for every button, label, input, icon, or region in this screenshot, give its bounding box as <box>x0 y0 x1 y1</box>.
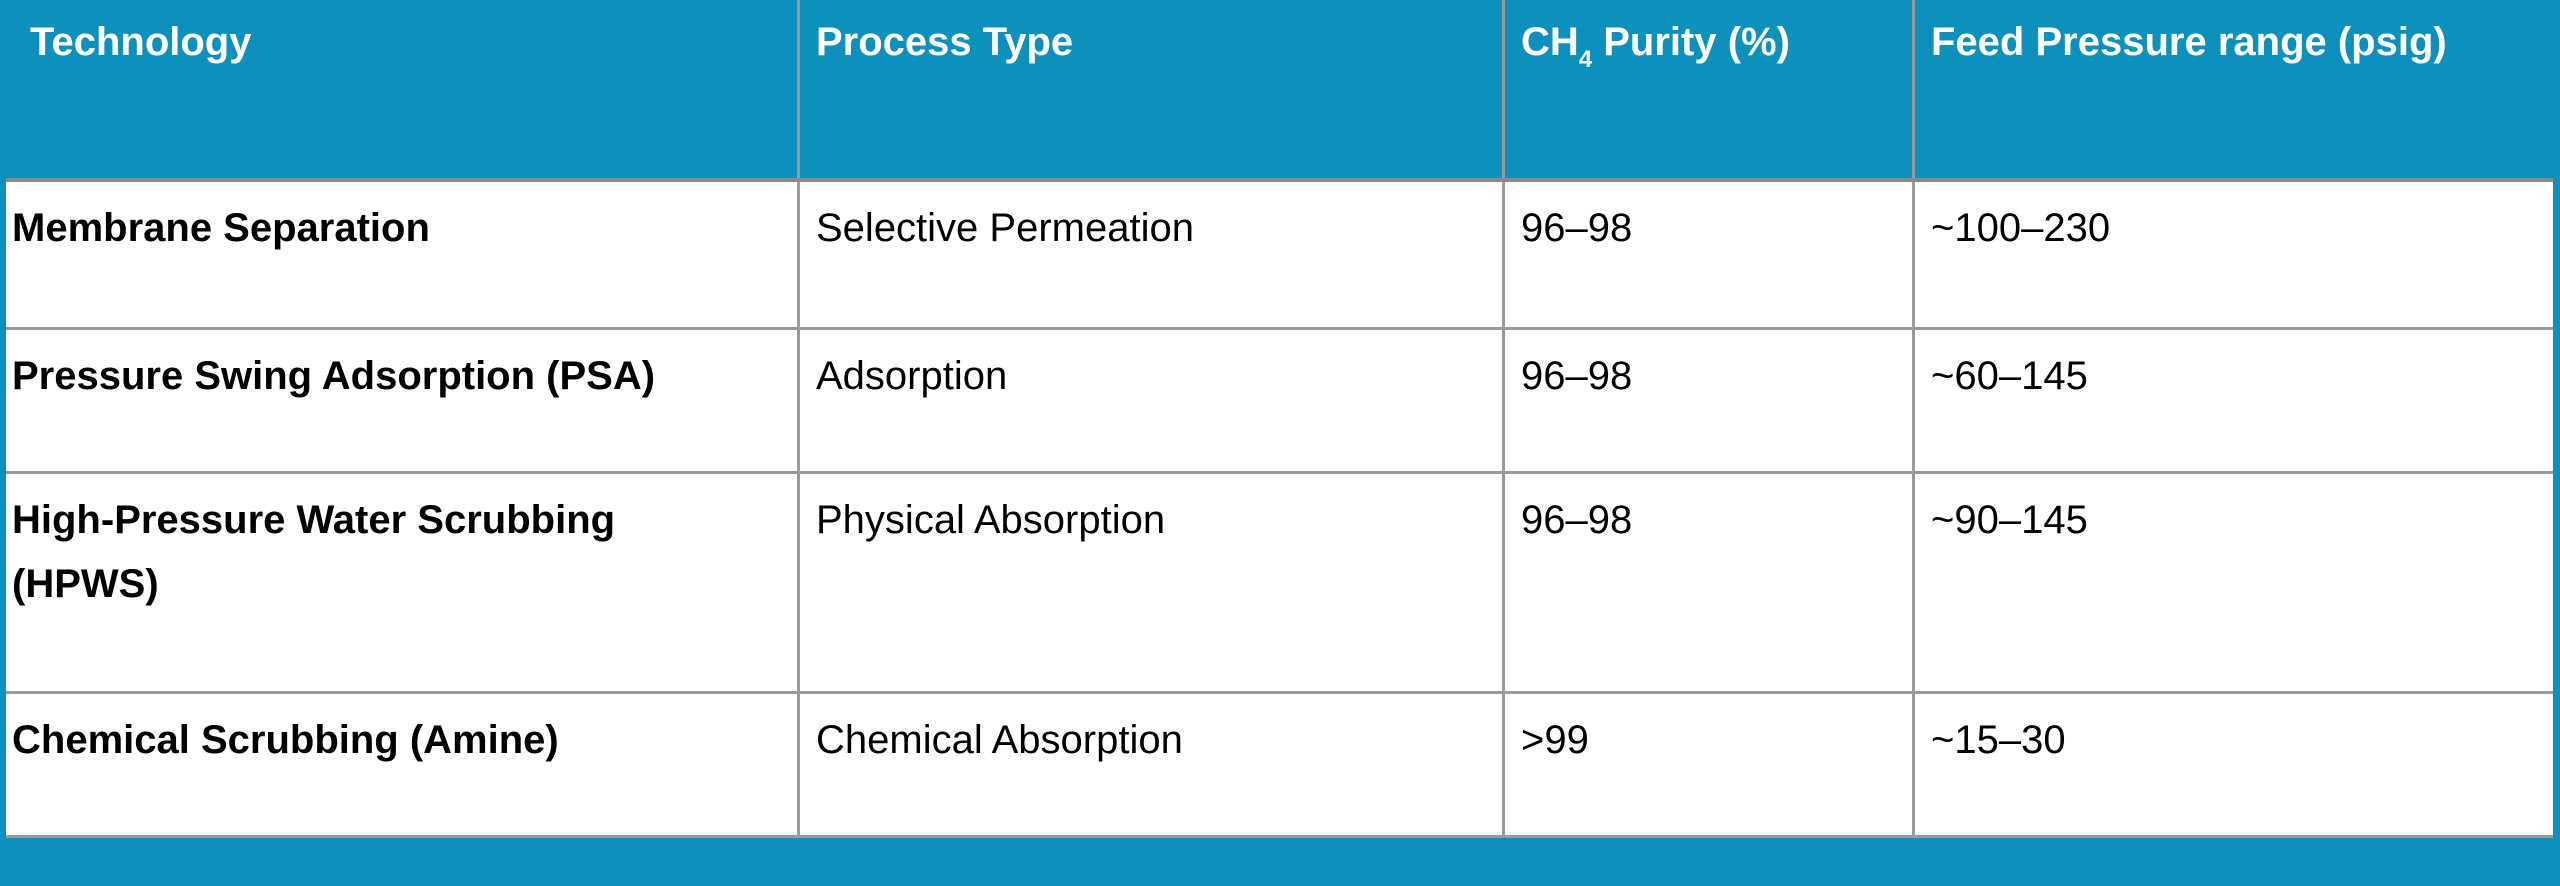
header-technology-label: Technology <box>30 20 252 64</box>
cell-ch4-purity: 96–98 <box>1505 474 1915 691</box>
cell-process-type: Adsorption <box>800 330 1505 471</box>
table-row: Membrane Separation Selective Permeation… <box>6 182 2553 330</box>
table-row: Chemical Scrubbing (Amine) Chemical Abso… <box>6 694 2553 838</box>
cell-feed-pressure: ~15–30 <box>1931 718 2066 762</box>
header-feed-pressure-label: Feed Pressure range (psig) <box>1931 20 2447 64</box>
cell-feed-pressure: ~90–145 <box>1931 498 2088 542</box>
cell-technology: Membrane Separation <box>6 182 800 327</box>
table-header-row: Technology Process Type CH4 Purity (%) F… <box>6 0 2553 182</box>
header-ch4-purity: CH4 Purity (%) <box>1505 0 1915 178</box>
cell-process-type: Selective Permeation <box>800 182 1505 327</box>
cell-ch4-purity: >99 <box>1505 694 1915 835</box>
table-row: High-Pressure Water Scrubbing (HPWS) Phy… <box>6 474 2553 694</box>
cell-feed-pressure: ~100–230 <box>1931 206 2111 250</box>
cell-technology: Pressure Swing Adsorption (PSA) <box>6 330 800 471</box>
cell-ch4-purity: 96–98 <box>1505 182 1915 327</box>
cell-process-type: Chemical Absorption <box>800 694 1505 835</box>
table-row: Pressure Swing Adsorption (PSA) Adsorpti… <box>6 330 2553 474</box>
cell-technology: Chemical Scrubbing (Amine) <box>6 694 800 835</box>
cell-process-type: Physical Absorption <box>800 474 1505 691</box>
cell-technology: High-Pressure Water Scrubbing (HPWS) <box>6 474 800 691</box>
header-process-type: Process Type <box>800 0 1505 178</box>
header-ch4-suffix: Purity (%) <box>1592 20 1790 64</box>
header-ch4-prefix: CH <box>1521 20 1579 64</box>
cell-feed-pressure: ~60–145 <box>1931 354 2088 398</box>
header-process-type-label: Process Type <box>816 20 1074 64</box>
header-ch4-subscript: 4 <box>1578 46 1593 73</box>
header-feed-pressure: Feed Pressure range (psig) <box>1915 0 2550 178</box>
header-technology: Technology <box>6 0 800 178</box>
biogas-upgrading-technologies-table: Technology Process Type CH4 Purity (%) F… <box>6 0 2553 838</box>
cell-ch4-purity: 96–98 <box>1505 330 1915 471</box>
